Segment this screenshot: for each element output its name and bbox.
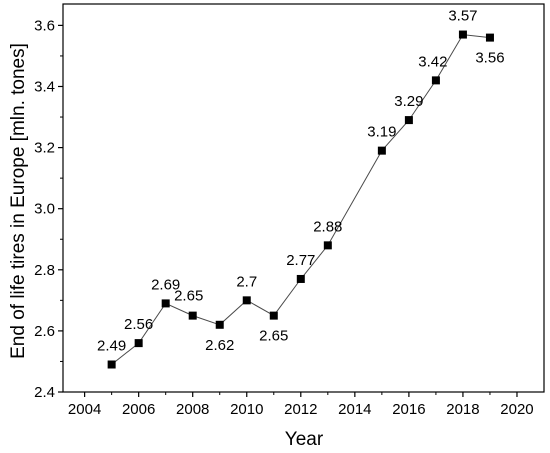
data-label: 3.29	[394, 93, 423, 110]
y-axis-title: End of life tires in Europe [mln. tones]	[8, 43, 29, 359]
data-point-marker	[431, 76, 440, 85]
data-label: 2.56	[124, 316, 153, 333]
data-point-marker	[269, 311, 278, 320]
data-label: 3.57	[448, 8, 477, 25]
data-point-marker	[188, 311, 197, 320]
data-label: 2.7	[236, 273, 257, 290]
x-axis: 2004 2006 2008 2010 2012 2014 2016 2018 2020	[68, 392, 534, 418]
y-axis: 2.4 2.6 2.8 3.0 3.2 3.4 3.6	[34, 17, 63, 401]
series-line	[111, 34, 491, 365]
x-tick-label: 2018	[446, 401, 479, 418]
data-label: 3.56	[475, 50, 504, 67]
data-label: 2.49	[97, 338, 126, 355]
y-tick-label: 3.6	[34, 17, 55, 34]
data-point-marker	[377, 146, 386, 155]
x-tick-label: 2010	[230, 401, 263, 418]
y-tick-label: 2.8	[34, 262, 55, 279]
data-labels: 2.492.562.692.652.622.72.652.772.883.193…	[97, 8, 505, 355]
data-point-marker	[215, 320, 224, 329]
x-tick-label: 2016	[392, 401, 425, 418]
x-tick-label: 2020	[500, 401, 533, 418]
y-tick-label: 3.2	[34, 140, 55, 157]
x-tick-label: 2014	[338, 401, 371, 418]
plot-border	[62, 3, 545, 393]
data-point-marker	[161, 299, 170, 308]
data-point-marker	[134, 339, 143, 348]
data-label: 2.69	[151, 276, 180, 293]
data-label: 3.42	[418, 53, 447, 70]
data-label: 3.19	[367, 124, 396, 141]
x-axis-title: Year	[285, 429, 324, 450]
data-label: 2.65	[259, 328, 288, 345]
y-tick-label: 2.6	[34, 323, 55, 340]
plot-frame	[62, 3, 545, 393]
data-point-marker	[404, 116, 413, 125]
y-tick-label: 2.4	[34, 384, 55, 401]
data-point-marker	[458, 30, 467, 39]
data-label: 2.65	[174, 288, 203, 305]
x-tick-label: 2006	[122, 401, 155, 418]
data-point-marker	[242, 296, 251, 305]
data-point-marker	[296, 274, 305, 283]
y-tick-label: 3.4	[34, 78, 55, 95]
y-tick-label: 3.0	[34, 201, 55, 218]
data-point-marker	[485, 33, 494, 42]
data-label: 2.62	[205, 337, 234, 354]
data-label: 2.88	[313, 218, 342, 235]
data-point-marker	[323, 241, 332, 250]
data-series	[107, 30, 494, 369]
data-label: 2.77	[286, 252, 315, 269]
data-point-marker	[107, 360, 116, 369]
x-tick-label: 2012	[284, 401, 317, 418]
x-tick-label: 2008	[176, 401, 209, 418]
x-tick-label: 2004	[68, 401, 101, 418]
